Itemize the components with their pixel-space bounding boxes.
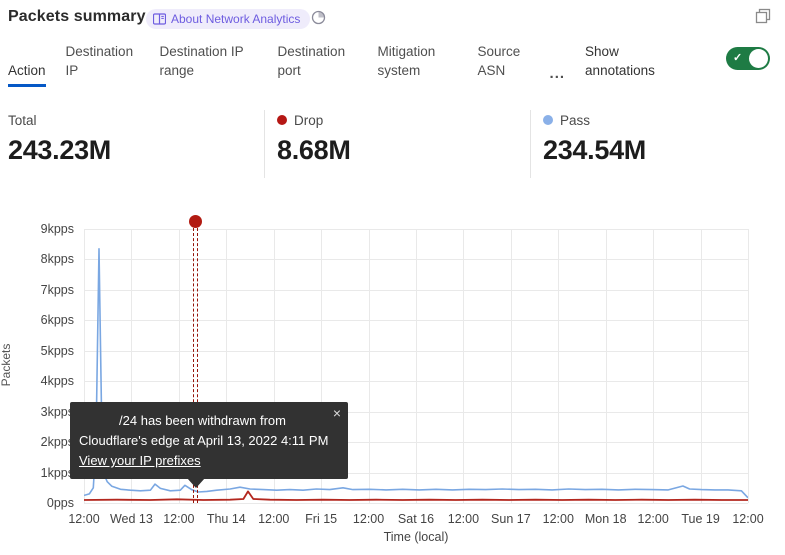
v-gridline bbox=[178, 229, 180, 503]
stat-drop-value: 8.68M bbox=[277, 135, 351, 165]
x-tick-label: 12:00 bbox=[258, 512, 290, 526]
annotation-dashed-line bbox=[192, 228, 198, 503]
x-tick-label: Mon 18 bbox=[584, 512, 627, 526]
page-title: Packets summary bbox=[8, 8, 146, 25]
about-network-analytics-badge[interactable]: About Network Analytics bbox=[146, 9, 311, 29]
view-ip-prefixes-link[interactable]: View your IP prefixes bbox=[79, 453, 201, 468]
tab-destination-ip[interactable]: Destination IP bbox=[65, 44, 134, 78]
x-tick-label: 12:00 bbox=[352, 512, 385, 526]
pass-legend-dot bbox=[543, 115, 553, 125]
toggle-knob bbox=[749, 49, 768, 68]
x-tick-label: Sat 16 bbox=[397, 512, 435, 526]
v-gridline bbox=[605, 229, 607, 503]
x-tick-label: Thu 14 bbox=[206, 512, 246, 526]
v-gridline bbox=[653, 229, 655, 503]
tab-source-asn[interactable]: Source ASN bbox=[477, 44, 521, 78]
tab-destination-ip-range[interactable]: Destination IP range bbox=[159, 44, 244, 78]
show-annotations-label: Show annotations bbox=[585, 44, 655, 78]
packets-line-chart[interactable] bbox=[84, 229, 748, 503]
y-tick-label: 6kpps bbox=[40, 313, 74, 328]
v-gridline bbox=[558, 229, 560, 503]
show-annotations-toggle[interactable]: ✓ bbox=[726, 47, 770, 70]
x-tick-label: 12:00 bbox=[163, 512, 195, 526]
tooltip-caret bbox=[187, 478, 205, 488]
annotation-tooltip: × /24 has been withdrawn from Cloudflare… bbox=[70, 402, 348, 488]
dimension-tabs: Action Destination IP Destination IP range… bbox=[8, 44, 671, 87]
drop-series-line bbox=[84, 490, 748, 501]
book-icon bbox=[153, 13, 166, 25]
x-tick-label: 12:00 bbox=[447, 512, 480, 526]
stat-total-value: 243.23M bbox=[8, 135, 111, 165]
tooltip-line2: Cloudflare's edge at April 13, 2022 4:11… bbox=[79, 433, 329, 448]
x-tick-label: Sun 17 bbox=[491, 512, 531, 526]
divider bbox=[264, 110, 265, 178]
x-tick-label: 12:00 bbox=[732, 512, 764, 526]
v-gridline bbox=[368, 229, 370, 503]
x-tick-label: Fri 15 bbox=[305, 512, 338, 526]
v-gridline bbox=[273, 229, 275, 503]
y-tick-label: 4kpps bbox=[40, 374, 74, 389]
v-gridline bbox=[700, 229, 702, 503]
stat-pass-label: Pass bbox=[560, 112, 591, 128]
v-gridline bbox=[463, 229, 465, 503]
v-gridline bbox=[748, 229, 749, 503]
stat-total-label: Total bbox=[8, 112, 37, 128]
close-icon[interactable]: × bbox=[332, 405, 341, 421]
pass-series-line bbox=[84, 247, 748, 499]
drop-legend-dot bbox=[277, 115, 287, 125]
tab-destination-port[interactable]: Destination port bbox=[277, 44, 346, 78]
divider bbox=[530, 110, 531, 178]
v-gridline bbox=[510, 229, 512, 503]
v-gridline bbox=[321, 229, 323, 503]
time-range-icon[interactable] bbox=[311, 10, 326, 30]
x-tick-label: 12:00 bbox=[68, 512, 100, 526]
x-tick-label: 12:00 bbox=[542, 512, 574, 526]
y-tick-label: 9kpps bbox=[40, 222, 74, 236]
h-gridline bbox=[84, 503, 748, 504]
v-gridline bbox=[226, 229, 228, 503]
v-gridline bbox=[416, 229, 417, 503]
stat-pass-value: 234.54M bbox=[543, 135, 646, 165]
stat-drop-label: Drop bbox=[294, 112, 324, 128]
badge-label: About Network Analytics bbox=[171, 12, 301, 26]
tab-action[interactable]: Action bbox=[8, 61, 46, 87]
y-tick-label: 8kpps bbox=[40, 252, 74, 267]
y-tick-label: 5kpps bbox=[40, 343, 74, 358]
v-gridline bbox=[131, 229, 133, 503]
y-tick-label: 3kpps bbox=[40, 404, 74, 419]
y-tick-label: 7kpps bbox=[40, 282, 74, 297]
more-tabs-button[interactable]: ... bbox=[549, 64, 566, 82]
x-axis-title: Time (local) bbox=[383, 530, 449, 544]
stat-drop: Drop 8.68M bbox=[277, 112, 351, 166]
tab-mitigation-system[interactable]: Mitigation system bbox=[377, 44, 436, 78]
y-tick-label: 1kpps bbox=[40, 465, 74, 480]
v-gridline bbox=[84, 229, 85, 503]
x-tick-label: Wed 13 bbox=[109, 512, 153, 526]
x-tick-label: 12:00 bbox=[637, 512, 669, 526]
stat-pass: Pass 234.54M bbox=[543, 112, 646, 166]
tooltip-line1: /24 has been withdrawn from bbox=[119, 413, 286, 428]
stat-total: Total 243.23M bbox=[8, 112, 111, 166]
x-tick-label: Tue 19 bbox=[681, 512, 720, 526]
y-tick-label: 2kpps bbox=[40, 435, 74, 450]
y-axis-title: Packets bbox=[0, 343, 13, 387]
check-icon: ✓ bbox=[733, 52, 743, 64]
annotation-marker-dot[interactable] bbox=[188, 215, 202, 228]
y-tick-label: 0pps bbox=[46, 496, 74, 510]
expand-window-icon[interactable] bbox=[755, 8, 771, 29]
